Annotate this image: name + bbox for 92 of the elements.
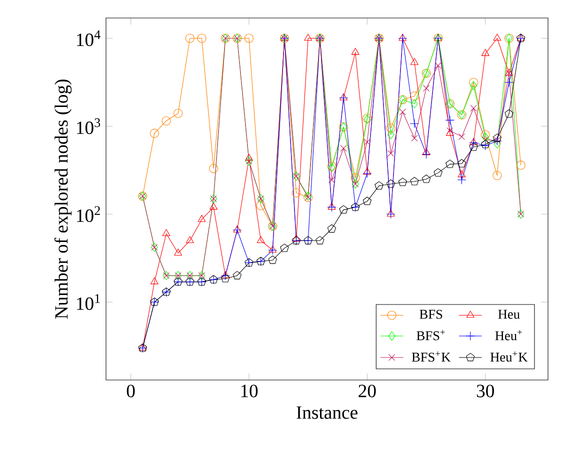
point bbox=[434, 168, 442, 177]
point bbox=[150, 128, 159, 138]
point bbox=[268, 246, 278, 255]
point bbox=[410, 92, 419, 101]
point bbox=[469, 142, 478, 151]
point bbox=[445, 116, 454, 125]
x-axis-title: Instance bbox=[296, 406, 358, 419]
legend-label: BFS$^{+}$ bbox=[416, 330, 445, 340]
point bbox=[363, 168, 372, 175]
point bbox=[351, 48, 360, 55]
y-tick-label: 10$^{4}$ bbox=[77, 30, 100, 46]
point bbox=[492, 170, 502, 180]
point bbox=[221, 274, 230, 282]
x-tick-label: 10 bbox=[241, 384, 258, 398]
point bbox=[386, 179, 396, 188]
point bbox=[244, 34, 254, 43]
point bbox=[387, 130, 394, 140]
point bbox=[210, 202, 218, 210]
point bbox=[458, 170, 466, 178]
point bbox=[197, 34, 206, 43]
x-tick-label: 30 bbox=[476, 384, 494, 398]
point bbox=[150, 277, 158, 284]
legend-label: BFS$^{+}$K bbox=[412, 351, 451, 362]
y-tick-label: 10$^{3}$ bbox=[77, 118, 100, 134]
x-tick-label: 0 bbox=[126, 384, 135, 398]
point bbox=[339, 205, 348, 214]
point bbox=[362, 196, 372, 206]
point bbox=[386, 124, 396, 133]
point bbox=[233, 225, 242, 232]
point bbox=[493, 34, 502, 41]
point bbox=[398, 178, 407, 186]
point bbox=[422, 84, 430, 92]
point bbox=[327, 224, 336, 233]
point bbox=[504, 78, 514, 87]
point bbox=[232, 225, 242, 235]
point bbox=[198, 214, 206, 222]
point bbox=[422, 148, 430, 156]
point bbox=[209, 164, 218, 174]
point bbox=[280, 244, 289, 252]
y-tick-label: 10$^{2}$ bbox=[77, 206, 100, 222]
point bbox=[446, 160, 454, 168]
point bbox=[174, 108, 183, 118]
point bbox=[304, 34, 312, 41]
point bbox=[482, 132, 489, 142]
point bbox=[434, 62, 442, 69]
point bbox=[410, 99, 418, 108]
point bbox=[232, 271, 242, 280]
point bbox=[256, 236, 265, 244]
point bbox=[410, 176, 419, 186]
x-tick-label: 20 bbox=[358, 384, 376, 398]
point bbox=[457, 159, 466, 168]
legend-label: Heu bbox=[498, 310, 520, 319]
point bbox=[388, 150, 394, 157]
point bbox=[469, 78, 478, 87]
point bbox=[410, 58, 418, 65]
legend-label: BFS bbox=[420, 310, 442, 319]
point bbox=[411, 134, 418, 142]
point bbox=[316, 236, 324, 244]
point bbox=[292, 234, 300, 242]
legend-label: Heu$^{+}$K bbox=[490, 351, 528, 362]
point bbox=[174, 248, 182, 256]
point bbox=[245, 154, 253, 161]
point bbox=[162, 116, 171, 126]
point bbox=[186, 236, 194, 244]
point bbox=[480, 130, 490, 140]
point bbox=[492, 134, 502, 142]
point bbox=[268, 256, 277, 264]
point bbox=[328, 176, 336, 184]
point bbox=[457, 175, 466, 184]
point bbox=[422, 150, 431, 159]
point bbox=[185, 34, 194, 43]
point bbox=[340, 145, 347, 152]
point bbox=[458, 133, 466, 140]
point bbox=[470, 81, 478, 90]
point bbox=[516, 160, 526, 170]
point bbox=[470, 104, 477, 112]
point bbox=[292, 188, 301, 198]
point bbox=[410, 119, 419, 128]
point bbox=[162, 229, 170, 236]
point bbox=[350, 173, 360, 182]
point bbox=[362, 168, 372, 178]
point bbox=[422, 174, 431, 183]
y-tick-label: 10$^{1}$ bbox=[77, 294, 100, 310]
point bbox=[504, 109, 514, 118]
point bbox=[399, 108, 406, 116]
y-axis-title: Number of explored nodes (log) bbox=[54, 80, 72, 319]
point bbox=[256, 201, 266, 210]
point bbox=[482, 136, 489, 144]
point bbox=[481, 49, 490, 56]
point bbox=[364, 138, 370, 146]
legend-label: Heu$^{+}$ bbox=[495, 330, 522, 340]
point bbox=[374, 181, 384, 190]
